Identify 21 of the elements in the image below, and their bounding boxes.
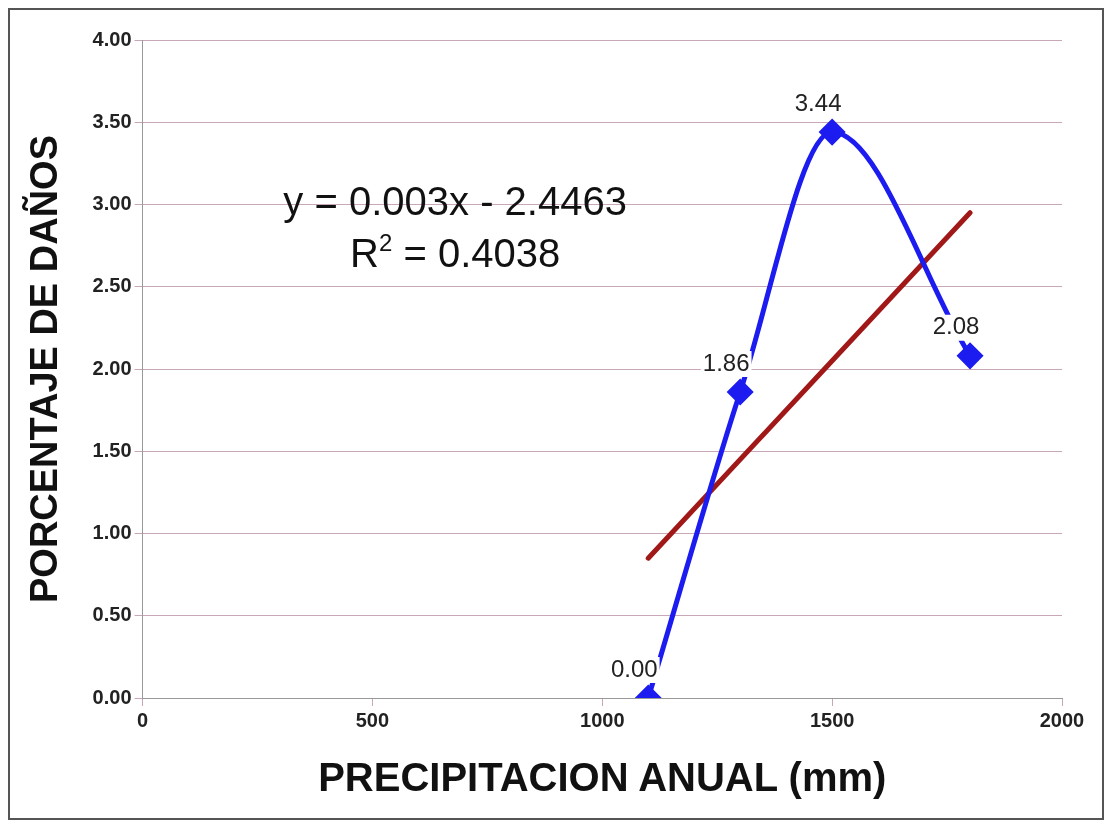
y-tick-label: 2.50 [92, 274, 132, 297]
x-tick-label: 500 [355, 708, 390, 731]
x-axis-title: PRECIPITACION ANUAL (mm) [318, 755, 887, 800]
y-tick-label: 4.00 [92, 27, 132, 50]
x-tick-label: 0 [136, 708, 149, 731]
x-tick-label: 2000 [1039, 708, 1085, 731]
y-tick-label: 1.50 [92, 438, 132, 461]
x-tick-label: 1000 [580, 708, 625, 731]
annotation: y = 0.003x - 2.4463 [283, 179, 627, 223]
y-tick-label: 2.00 [92, 356, 132, 379]
y-tick-label: 3.00 [92, 192, 132, 215]
data-label: 1.86 [702, 348, 750, 376]
y-axis-title: PORCENTAJE DE DAÑOS [22, 134, 66, 604]
data-label: 0.00 [610, 654, 658, 682]
y-tick-label: 1.00 [92, 521, 132, 544]
y-tick-label: 3.50 [92, 109, 132, 132]
y-tick-label: 0.00 [92, 685, 132, 708]
y-tick-label: 0.50 [92, 603, 132, 626]
data-label: 3.44 [794, 88, 842, 116]
x-tick-label: 1500 [809, 708, 855, 731]
data-label: 2.08 [932, 312, 980, 340]
